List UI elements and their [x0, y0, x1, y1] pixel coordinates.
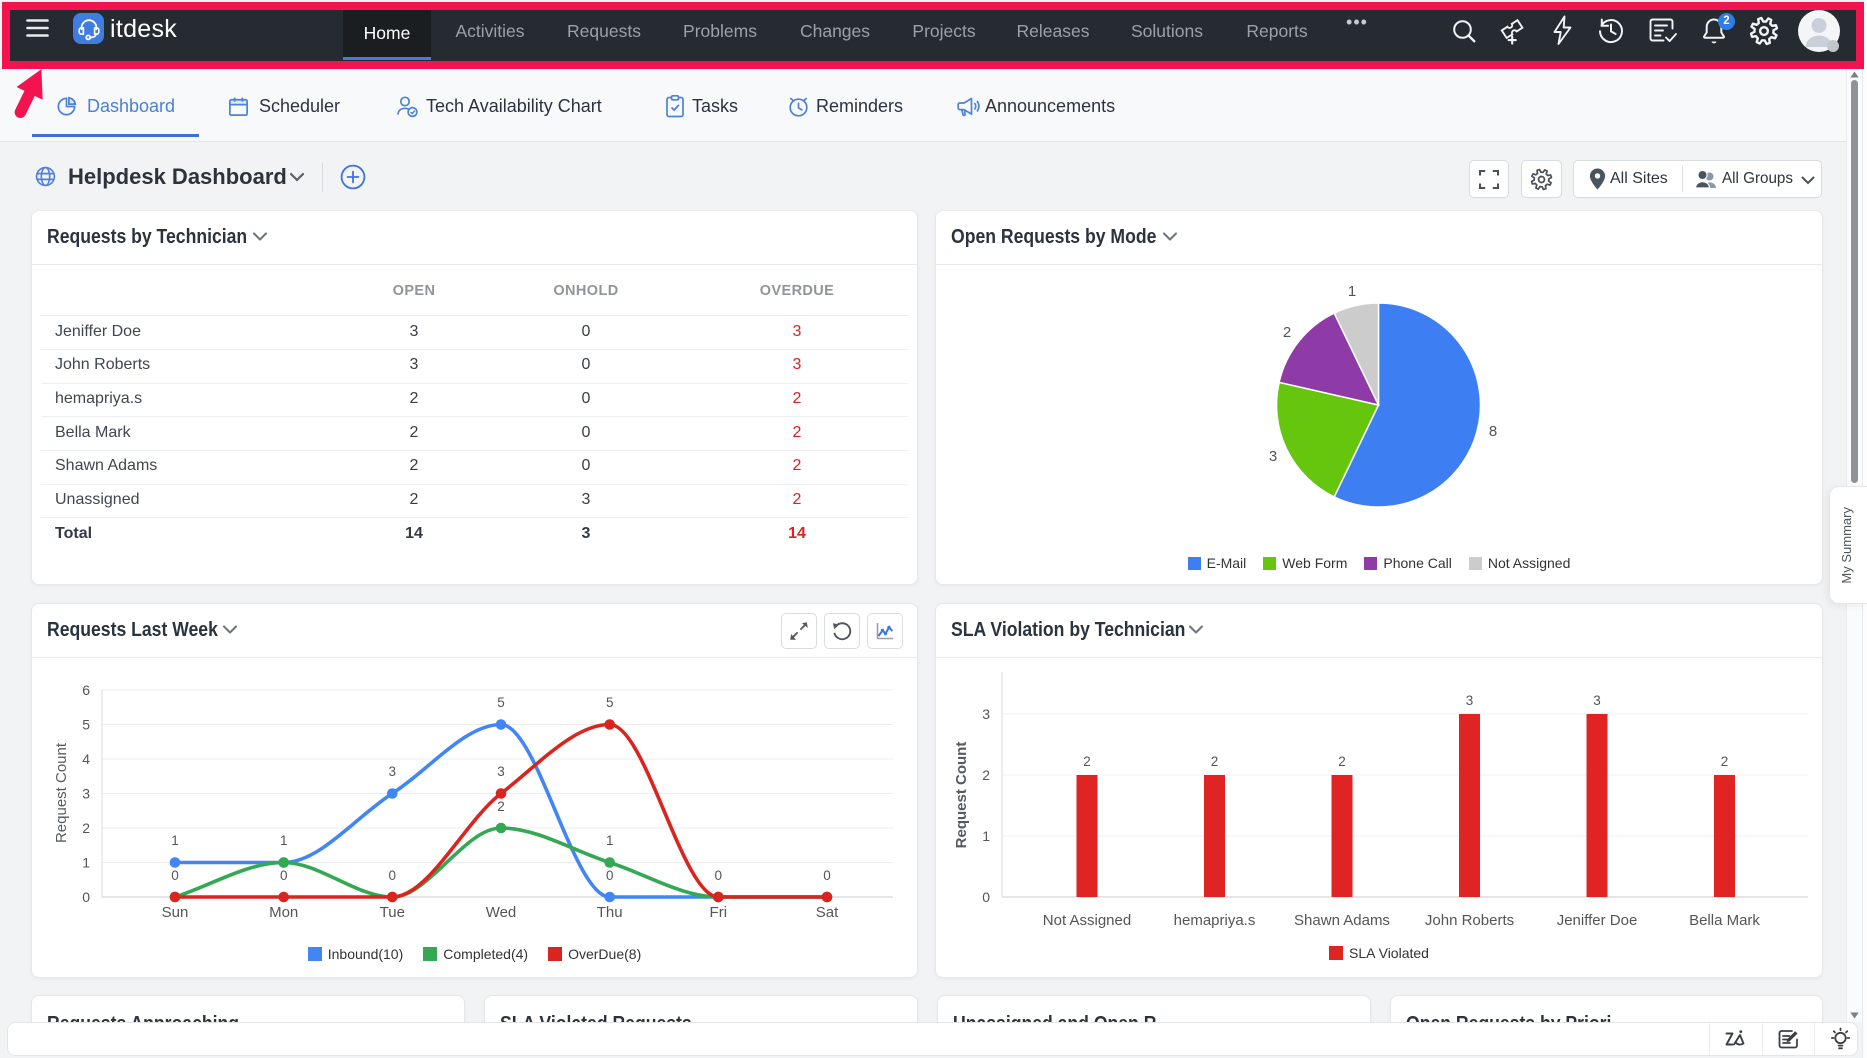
svg-text:Sat: Sat	[816, 904, 839, 921]
svg-text:hemapriya.s: hemapriya.s	[1174, 912, 1256, 929]
svg-text:1: 1	[982, 828, 990, 844]
svg-text:Wed: Wed	[486, 904, 517, 921]
svg-text:0: 0	[982, 889, 990, 905]
svg-text:5: 5	[606, 695, 614, 710]
svg-text:0: 0	[606, 868, 614, 883]
svg-text:2: 2	[82, 820, 90, 836]
svg-text:Request Count: Request Count	[953, 742, 970, 849]
svg-text:2: 2	[1083, 754, 1091, 769]
svg-text:2: 2	[497, 799, 505, 814]
svg-text:5: 5	[497, 695, 505, 710]
svg-text:3: 3	[389, 764, 397, 779]
svg-text:1: 1	[606, 833, 614, 848]
svg-text:Sun: Sun	[162, 904, 189, 921]
svg-text:John Roberts: John Roberts	[1425, 912, 1514, 929]
svg-text:3: 3	[1593, 693, 1601, 708]
svg-text:1: 1	[280, 833, 288, 848]
svg-text:Bella Mark: Bella Mark	[1689, 912, 1760, 929]
svg-text:0: 0	[389, 868, 397, 883]
svg-text:Jeniffer Doe: Jeniffer Doe	[1557, 912, 1638, 929]
svg-text:1: 1	[1348, 283, 1356, 300]
svg-text:2: 2	[1283, 324, 1291, 341]
svg-text:0: 0	[171, 868, 179, 883]
svg-text:3: 3	[982, 706, 990, 722]
svg-text:5: 5	[82, 717, 90, 733]
svg-text:Shawn Adams: Shawn Adams	[1294, 912, 1390, 929]
svg-text:6: 6	[82, 682, 90, 698]
svg-text:2: 2	[982, 767, 990, 783]
svg-text:4: 4	[82, 751, 90, 767]
svg-text:0: 0	[715, 868, 723, 883]
svg-text:0: 0	[823, 868, 831, 883]
svg-text:Mon: Mon	[269, 904, 298, 921]
svg-text:2: 2	[1338, 754, 1346, 769]
svg-text:Fri: Fri	[710, 904, 728, 921]
svg-text:1: 1	[82, 855, 90, 871]
svg-text:2: 2	[1721, 754, 1729, 769]
svg-text:3: 3	[1466, 693, 1474, 708]
svg-text:2: 2	[1211, 754, 1219, 769]
svg-text:3: 3	[82, 786, 90, 802]
svg-text:3: 3	[497, 764, 505, 779]
svg-text:Thu: Thu	[597, 904, 623, 921]
svg-text:0: 0	[82, 889, 90, 905]
svg-text:3: 3	[1269, 448, 1277, 465]
svg-text:Tue: Tue	[380, 904, 405, 921]
svg-text:8: 8	[1489, 423, 1497, 440]
svg-text:Not Assigned: Not Assigned	[1043, 912, 1131, 929]
svg-text:Request Count: Request Count	[53, 742, 70, 843]
svg-text:1: 1	[171, 833, 179, 848]
svg-text:0: 0	[280, 868, 288, 883]
